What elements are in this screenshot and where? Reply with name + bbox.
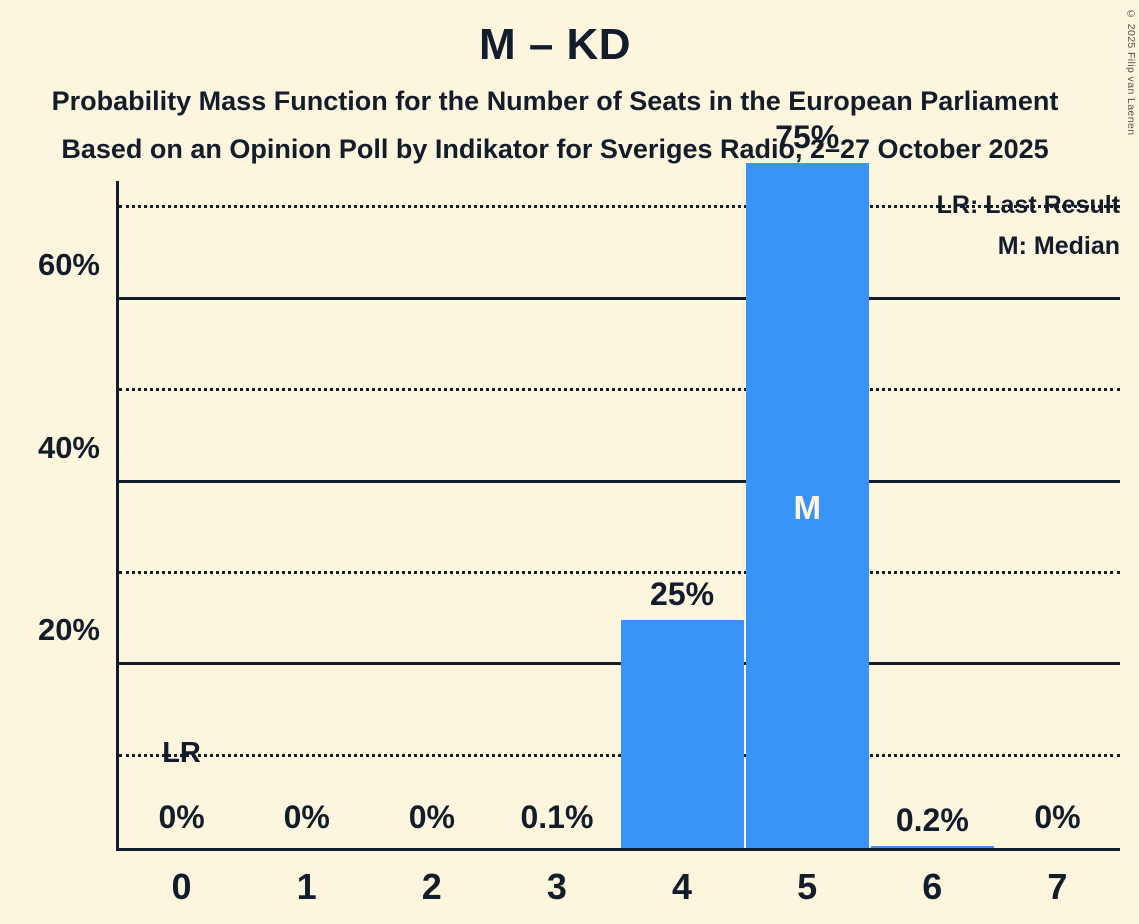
bar[interactable]: [620, 619, 744, 848]
gridline-10: [119, 753, 1120, 757]
bar[interactable]: [745, 162, 869, 848]
gridline-70: [119, 205, 1120, 209]
bar-column[interactable]: 0% 2: [369, 181, 494, 907]
y-tick-label-60: 60%: [37, 246, 100, 282]
bar-value-label: 0%: [283, 799, 330, 835]
bar[interactable]: [870, 846, 994, 848]
bar-column[interactable]: 25% 4: [620, 181, 745, 907]
y-axis-line: [116, 181, 119, 848]
legend-item-median: M: Median: [997, 232, 1120, 260]
median-marker: M: [793, 489, 821, 527]
chart-subtitle-description: Probability Mass Function for the Number…: [51, 86, 1059, 116]
bar-column[interactable]: 75% M 5: [745, 119, 870, 907]
x-tick-label: 2: [421, 866, 442, 907]
bar-value-label: 0%: [408, 799, 455, 835]
gridline-30: [119, 570, 1120, 574]
bar-value-label: 25%: [650, 575, 715, 612]
gridline-20: [119, 662, 1120, 666]
chart-subtitle-source: Based on an Opinion Poll by Indikator fo…: [61, 134, 1049, 164]
bar-value-label: 0.1%: [520, 799, 594, 835]
x-tick-label: 0: [171, 866, 192, 907]
gridline-60: [119, 296, 1120, 300]
x-tick-label: 7: [1047, 866, 1068, 907]
bar-column[interactable]: 0% 7: [995, 181, 1120, 907]
gridline-50: [119, 388, 1120, 392]
x-axis-line: [116, 848, 1120, 851]
x-tick-label: 1: [296, 866, 317, 907]
last-result-marker: LR: [162, 737, 201, 769]
page-title: M – KD: [478, 20, 632, 69]
x-tick-label: 3: [546, 866, 567, 907]
bar-column[interactable]: 0% LR 0: [119, 181, 244, 907]
y-tick-label-40: 40%: [37, 429, 100, 465]
legend: LR: Last Result M: Median: [937, 185, 1120, 267]
bar-column[interactable]: 0% 1: [244, 181, 369, 907]
bar-value-label: 0%: [1034, 799, 1081, 835]
bar-column[interactable]: 0.1% 3: [494, 181, 619, 907]
x-tick-label: 4: [672, 866, 693, 907]
plot-area: 60% 40% 20% 0% LR 0 0% 1 0% 2 0.1% 3 25% 4 75% M 5 0.2% 6…: [38, 119, 1120, 907]
bar-column[interactable]: 0.2% 6: [870, 181, 995, 907]
y-tick-label-20: 20%: [37, 612, 100, 648]
legend-item-last-result: LR: Last Result: [936, 191, 1120, 219]
bar-value-label: 0%: [158, 799, 205, 835]
bar-value-label: 75%: [775, 118, 840, 155]
copyright-notice: © 2025 Filip van Laenen: [1125, 8, 1137, 136]
x-tick-label: 5: [797, 866, 818, 907]
gridline-40: [119, 479, 1120, 483]
x-tick-label: 6: [922, 866, 943, 907]
bar-value-label: 0.2%: [895, 802, 969, 839]
